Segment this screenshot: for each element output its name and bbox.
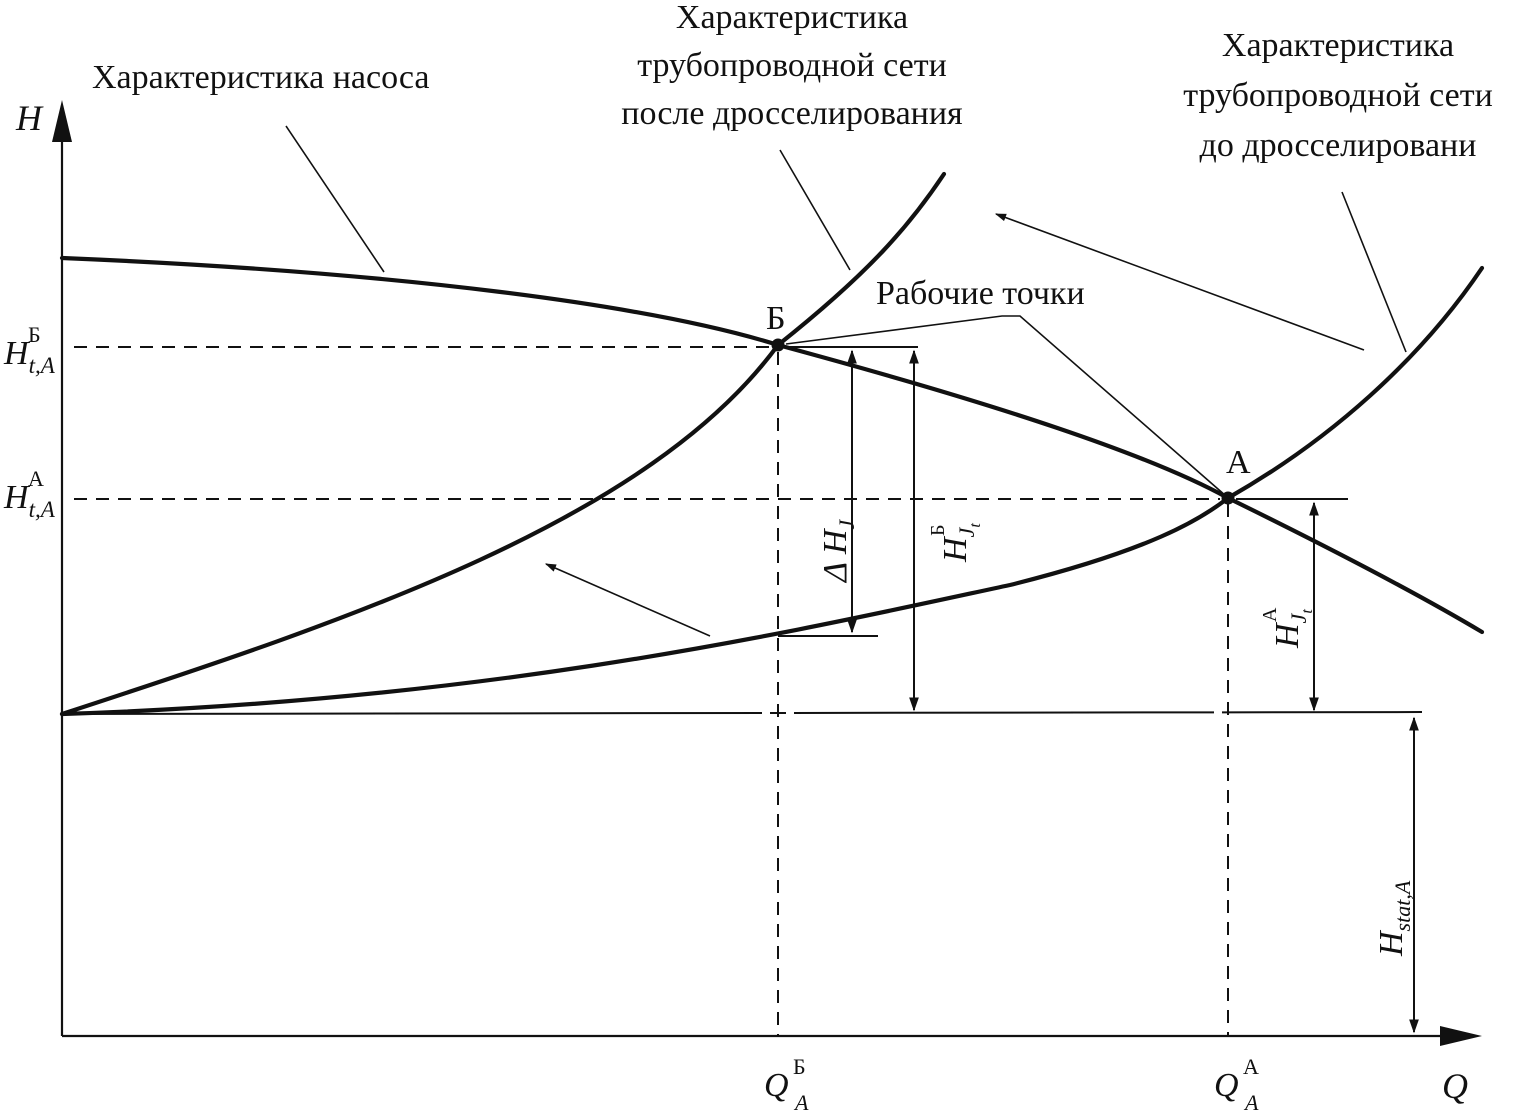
point-a-label: А — [1226, 444, 1251, 481]
y-tick-h-a-main: H — [3, 479, 31, 516]
after-caption-line-3: после дросселирования — [621, 95, 963, 132]
y-axis-arrow-icon — [52, 100, 72, 142]
x-tick-q-a-sup: А — [1243, 1054, 1259, 1079]
x-tick-q-b-sub: A — [793, 1090, 809, 1115]
before-caption-line-2: трубопроводной сети — [1183, 77, 1493, 114]
y-tick-h-b-main: H — [3, 335, 31, 372]
network-curve-after-throttling — [59, 171, 947, 717]
hj-a-subsub: t — [1299, 609, 1316, 614]
x-axis-label: Q — [1442, 1066, 1468, 1106]
y-tick-h-a-sup: А — [28, 466, 44, 491]
working-points-caption: Рабочие точки — [876, 275, 1085, 312]
hj-b-subsub: t — [967, 523, 984, 528]
network-curve-before-throttling — [59, 265, 1485, 717]
before-caption-line-1: Характеристика — [1222, 27, 1454, 64]
hj-a-main: H — [1269, 621, 1306, 649]
delta-hj-sub: J — [834, 519, 859, 530]
after-caption-line-1: Характеристика — [676, 0, 908, 36]
pump-caption-leader — [285, 125, 385, 273]
after-caption: Характеристика трубопроводной сети после… — [621, 0, 963, 132]
hj-b-main: H — [937, 535, 974, 563]
x-tick-q-a-sub: A — [1243, 1090, 1259, 1115]
y-tick-h-a: Ht,A — [3, 479, 56, 522]
pump-curve — [59, 255, 1485, 635]
y-tick-h-b-sub: t,A — [29, 353, 56, 378]
shift-arrow-lower — [544, 563, 711, 637]
hj-a-label: HJt А — [1259, 607, 1316, 649]
hstat-label: Hstat,A — [1373, 880, 1415, 957]
dimension-lines — [778, 346, 1419, 1034]
y-axis-label: H — [15, 98, 44, 138]
hj-a-text: HJt — [1269, 609, 1316, 649]
static-head-line — [61, 711, 1445, 715]
hstat-main: H — [1373, 929, 1410, 957]
after-caption-leader — [779, 149, 851, 271]
y-tick-h-b-sup: Б — [28, 322, 41, 347]
y-tick-h-b: Ht,A — [3, 335, 56, 378]
working-point-b — [771, 338, 785, 352]
hstat-sub: stat,A — [1390, 880, 1415, 931]
before-caption-line-3: до дросселировани — [1200, 127, 1477, 164]
x-tick-q-b-sup: Б — [793, 1054, 806, 1079]
hj-b-label: HJt Б — [927, 523, 984, 563]
after-caption-line-2: трубопроводной сети — [637, 47, 947, 84]
hj-a-sub: J — [1286, 612, 1311, 623]
y-tick-h-a-sub: t,A — [29, 497, 56, 522]
guide-lines — [74, 346, 1229, 1036]
axes: H Q — [15, 98, 1482, 1106]
hj-b-sub: J — [954, 526, 979, 537]
hstat-text: Hstat,A — [1373, 880, 1415, 957]
delta-hj-label: Δ HJ — [817, 519, 859, 584]
hj-b-text: HJt — [937, 523, 984, 563]
working-points-leader — [785, 315, 1227, 497]
before-caption: Характеристика трубопроводной сети до др… — [1183, 27, 1493, 164]
before-caption-leader — [1341, 191, 1407, 353]
x-tick-q-b: Q — [764, 1067, 789, 1104]
x-tick-q-a: Q — [1214, 1067, 1239, 1104]
pump-caption: Характеристика насоса — [92, 59, 430, 96]
x-axis-arrow-icon — [1440, 1026, 1482, 1046]
delta-hj-main: Δ H — [817, 527, 854, 584]
hj-a-sup: А — [1259, 607, 1281, 622]
shift-arrow-upper — [994, 213, 1365, 351]
delta-hj-text: Δ HJ — [817, 519, 859, 584]
hj-b-sup: Б — [927, 525, 949, 536]
point-b-label: Б — [766, 300, 786, 337]
